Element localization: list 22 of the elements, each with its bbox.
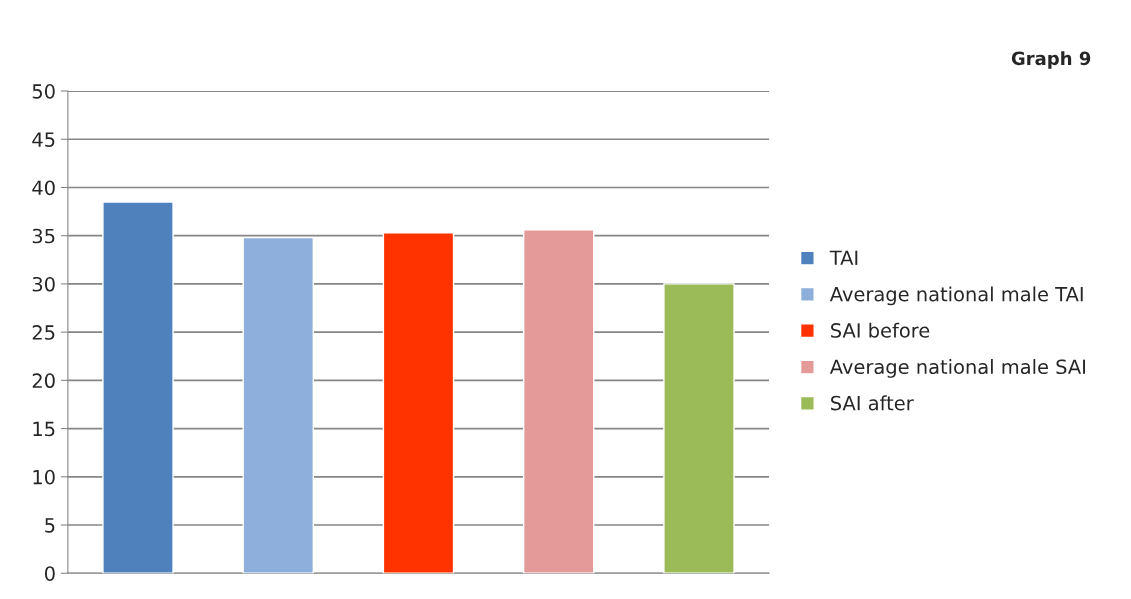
y-tick-label: 50 [32,84,55,99]
legend-label: SAI before [831,322,930,338]
bar [522,229,595,574]
legend-label: TAI [829,250,858,265]
text: Graph 9 [1011,51,1091,69]
y-tick-label: 25 [32,325,55,340]
legend-label: Average national male TAI [829,286,1083,306]
bar [382,232,455,574]
y-tick-label: 35 [32,228,55,244]
bar [663,283,735,574]
y-tick-label: 30 [32,276,55,292]
y-tick-label: 0 [44,566,55,581]
y-tick-label: 45 [32,132,55,147]
y-tick-label: 40 [32,180,55,196]
y-tick-label: 20 [32,373,55,389]
legend-label: Average national male SAI [829,359,1086,378]
y-tick-label: 10 [33,469,55,485]
bar [242,236,314,574]
legend-label: SAI after [831,395,914,411]
bar [102,201,174,574]
y-tick-label: 5 [45,518,55,533]
y-tick-label: 15 [33,421,55,437]
